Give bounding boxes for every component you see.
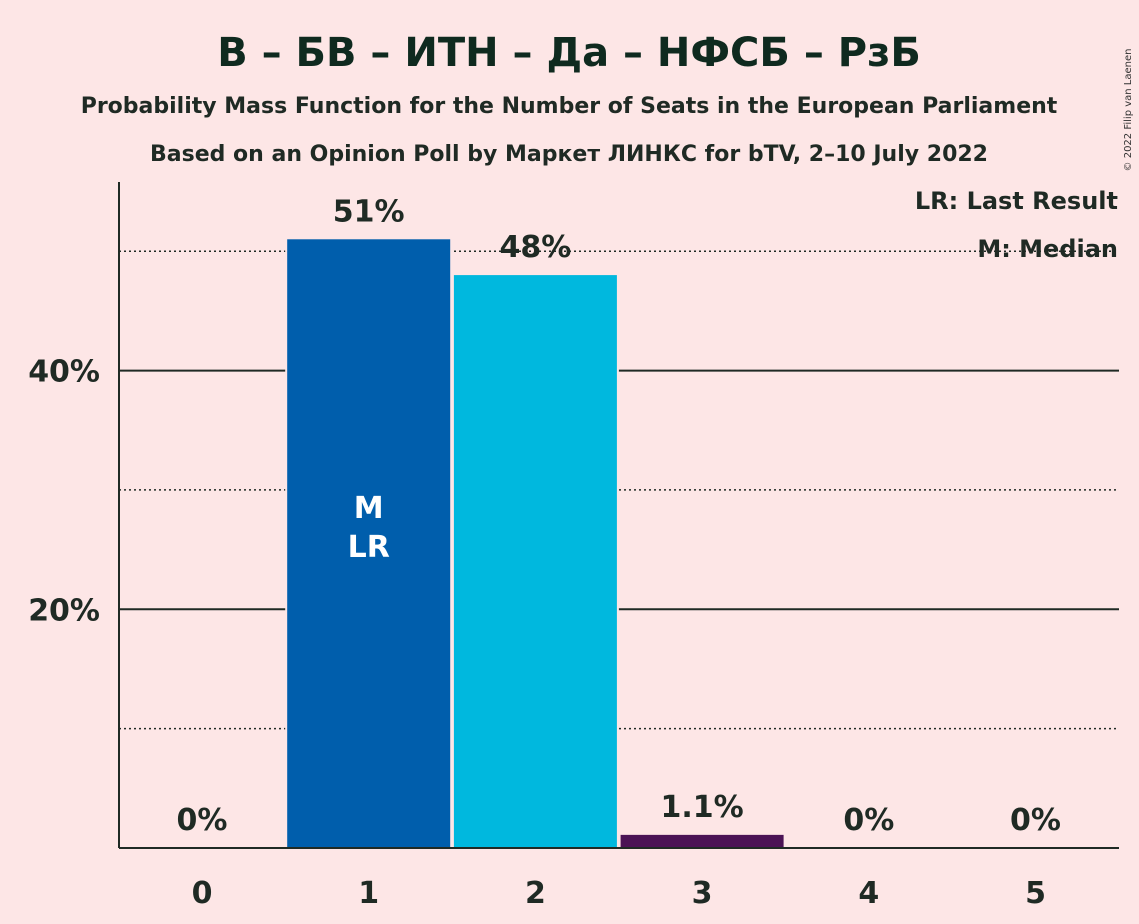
x-tick-label: 5 — [1025, 876, 1046, 911]
legend-last-result: LR: Last Result — [915, 187, 1118, 215]
bar-seats-1 — [287, 239, 451, 848]
x-tick-label: 2 — [525, 876, 546, 911]
last-result-marker: LR — [348, 530, 390, 565]
x-tick-label: 4 — [858, 876, 879, 911]
value-label-5: 0% — [1010, 803, 1061, 838]
median-marker: M — [354, 491, 384, 526]
bar-seats-2 — [453, 275, 617, 848]
value-label-0: 0% — [177, 803, 228, 838]
value-label-2: 48% — [499, 230, 571, 265]
value-labels: 0% 51% 48% 1.1% 0% 0% M LR — [177, 194, 1061, 838]
value-label-4: 0% — [843, 803, 894, 838]
legend: LR: Last Result M: Median — [915, 187, 1118, 263]
y-tick-label: 40% — [28, 355, 100, 390]
x-tick-label: 1 — [358, 876, 379, 911]
x-tick-label: 0 — [192, 876, 213, 911]
value-label-3: 1.1% — [660, 790, 743, 825]
bars — [285, 239, 786, 848]
value-label-1: 51% — [333, 194, 405, 229]
chart-title: В – БВ – ИТН – Да – НФСБ – РзБ — [217, 30, 921, 76]
bar-seats-3 — [620, 834, 784, 848]
x-tick-label: 3 — [692, 876, 713, 911]
chart-subtitle-2: Based on an Opinion Poll by Маркет ЛИНКС… — [150, 142, 988, 167]
chart-subtitle-1: Probability Mass Function for the Number… — [81, 94, 1058, 119]
gridlines — [119, 250, 1119, 730]
copyright-note: © 2022 Filip van Laenen — [1123, 49, 1134, 172]
axes: 20% 40% 0 1 2 3 4 5 — [28, 182, 1119, 911]
legend-median: M: Median — [977, 235, 1118, 263]
y-tick-label: 20% — [28, 593, 100, 628]
